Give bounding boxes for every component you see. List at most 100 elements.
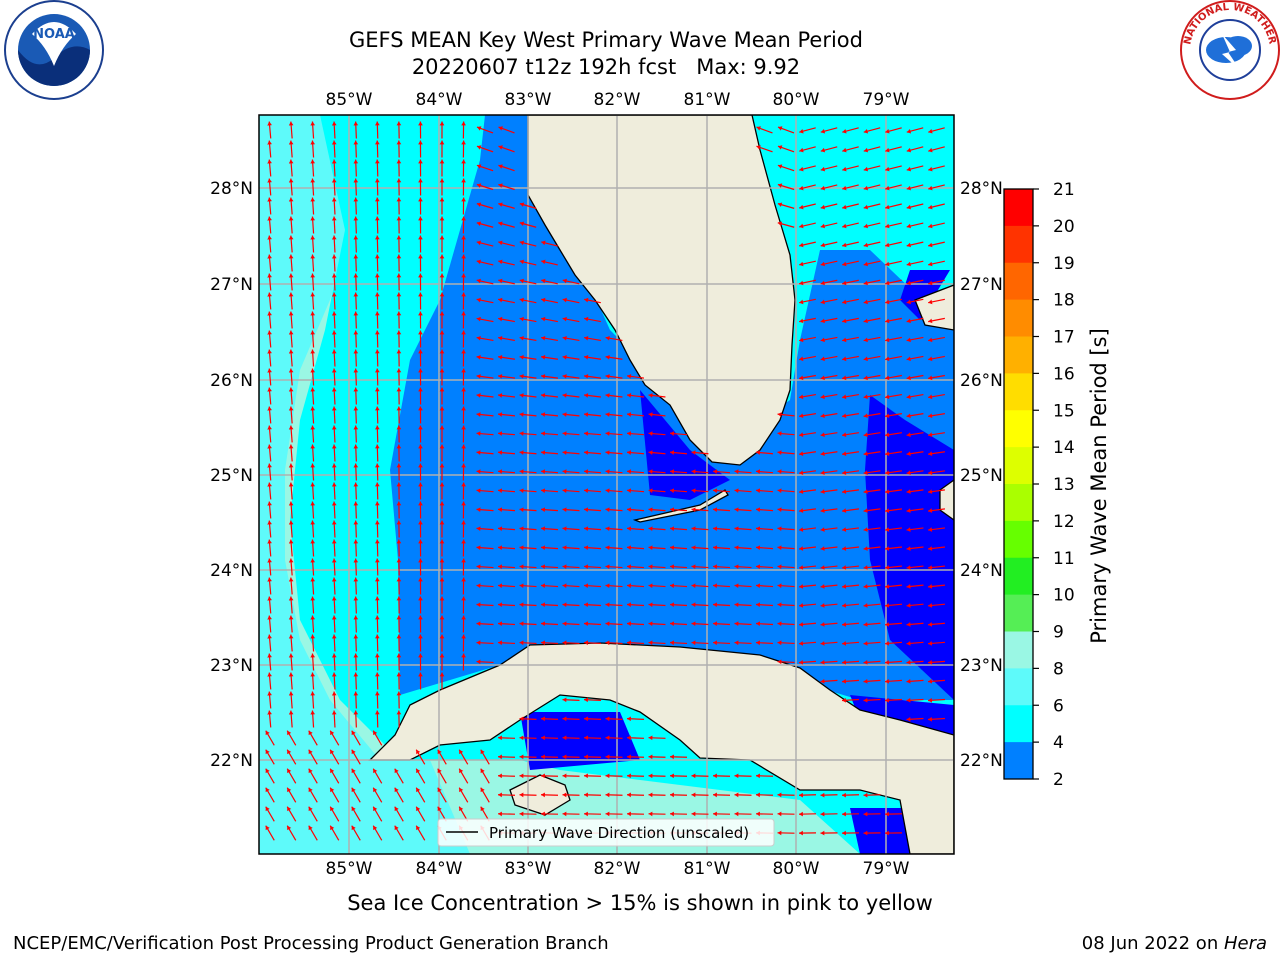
colorbar-segment	[1004, 557, 1033, 596]
wave-arrow-head	[353, 273, 359, 278]
longitude-labels-top: 85°W 84°W 83°W 82°W 81°W 80°W 79°W	[326, 90, 910, 110]
wave-arrow-head	[691, 469, 696, 474]
wave-arrow-head	[331, 292, 337, 297]
wave-arrow-head	[863, 147, 869, 153]
wave-arrow-head	[863, 223, 869, 229]
wave-arrow-head	[777, 431, 782, 436]
wave-arrow-head	[265, 768, 270, 774]
wave-arrow-head	[418, 140, 423, 145]
wave-arrow-head	[439, 311, 445, 316]
wave-arrow-head	[670, 811, 674, 817]
wave-arrow-head	[310, 368, 316, 373]
wave-arrow-head	[331, 710, 337, 715]
wave-arrow-head	[648, 488, 653, 493]
wave-arrow-head	[519, 221, 525, 227]
wave-arrow-head	[842, 584, 847, 589]
wave-arrow-head	[842, 660, 847, 665]
wave-arrow-head	[627, 811, 631, 817]
wave-arrow-head	[310, 387, 316, 392]
wave-arrow-head	[461, 558, 466, 563]
wave-arrow-head	[605, 488, 610, 493]
lon-label-bottom: 80°W	[773, 859, 820, 879]
wave-arrow-head	[777, 602, 782, 608]
wave-arrow-head	[799, 128, 804, 134]
wave-arrow-head	[375, 292, 380, 297]
wave-arrow-head	[519, 811, 524, 817]
colorbar-tick-label: 19	[1053, 254, 1075, 274]
wave-arrow-head	[584, 526, 589, 531]
wave-arrow-head	[885, 432, 890, 438]
colorbar-segment	[1004, 299, 1033, 337]
wave-arrow-head	[906, 394, 911, 400]
wave-arrow-head	[670, 545, 675, 550]
wave-arrow-head	[288, 311, 294, 316]
lat-label-right: 24°N	[960, 561, 1003, 581]
wave-arrow-head	[928, 299, 933, 305]
wave-arrow-head	[439, 406, 445, 411]
wave-arrow-head	[928, 280, 933, 286]
colorbar-segment	[1004, 705, 1033, 743]
wave-arrow-head	[863, 299, 868, 305]
wave-arrow-head	[267, 216, 272, 221]
wave-arrow-head	[906, 660, 911, 665]
wave-arrow-head	[353, 577, 359, 582]
wave-arrow-head	[820, 147, 826, 153]
wave-arrow-head	[906, 641, 911, 646]
wave-arrow-head	[605, 602, 610, 608]
wave-arrow-head	[863, 185, 869, 191]
wave-arrow-head	[885, 679, 890, 684]
wave-arrow-head	[928, 128, 933, 134]
wave-arrow-head	[842, 166, 847, 172]
wave-arrow-head	[648, 450, 653, 455]
colorbar-tick-label: 16	[1053, 364, 1075, 384]
wave-arrow-head	[541, 488, 546, 493]
wave-arrow-head	[541, 526, 546, 531]
wave-arrow-head	[562, 374, 567, 379]
wave-arrow-head	[331, 311, 337, 316]
wave-arrow-head	[351, 768, 356, 774]
wave-arrow-head	[627, 773, 631, 779]
wave-arrow-head	[461, 349, 466, 354]
wave-arrow-head	[310, 501, 316, 506]
wave-arrow-head	[756, 621, 760, 627]
wave-arrow-head	[288, 653, 294, 658]
wave-arrow-head	[928, 356, 933, 362]
wave-arrow-head	[288, 292, 294, 297]
wave-arrow-head	[267, 273, 272, 278]
wave-arrow-head	[820, 204, 826, 210]
wave-arrow-head	[820, 489, 825, 494]
wave-arrow-head	[439, 292, 445, 297]
wave-arrow-head	[288, 596, 294, 601]
wave-arrow-head	[627, 792, 631, 798]
wave-arrow-head	[906, 375, 911, 381]
wave-arrow-head	[310, 349, 316, 354]
lat-label-left: 23°N	[210, 656, 253, 676]
wave-arrow-head	[476, 583, 481, 589]
wave-arrow-head	[928, 375, 933, 381]
wave-arrow-head	[605, 450, 610, 455]
wave-arrow-head	[670, 773, 674, 779]
nws-logo: NATIONAL WEATHER SERVICE	[1178, 0, 1280, 100]
wave-arrow-head	[418, 387, 423, 392]
lon-label-bottom: 84°W	[416, 859, 463, 879]
wave-arrow-head	[396, 140, 402, 145]
lon-label-top: 79°W	[863, 90, 910, 110]
wave-arrow-head	[799, 166, 804, 172]
wave-arrow-head	[498, 126, 503, 131]
wave-arrow-head	[396, 634, 402, 639]
wave-arrow-head	[777, 221, 783, 227]
wave-arrow-head	[476, 297, 481, 303]
wave-arrow-head	[396, 577, 402, 582]
wave-arrow-head	[498, 545, 503, 550]
wave-arrow-head	[375, 311, 380, 316]
wave-arrow-head	[584, 773, 588, 779]
wave-arrow-head	[267, 349, 272, 354]
wave-arrow-head	[627, 469, 632, 474]
wave-arrow-head	[498, 735, 502, 741]
wave-arrow-head	[863, 280, 868, 286]
wave-arrow-head	[885, 299, 890, 305]
wave-arrow-head	[439, 159, 445, 164]
wave-arrow-head	[842, 641, 847, 646]
wave-arrow-head	[627, 412, 632, 417]
wave-arrow-head	[842, 811, 846, 817]
